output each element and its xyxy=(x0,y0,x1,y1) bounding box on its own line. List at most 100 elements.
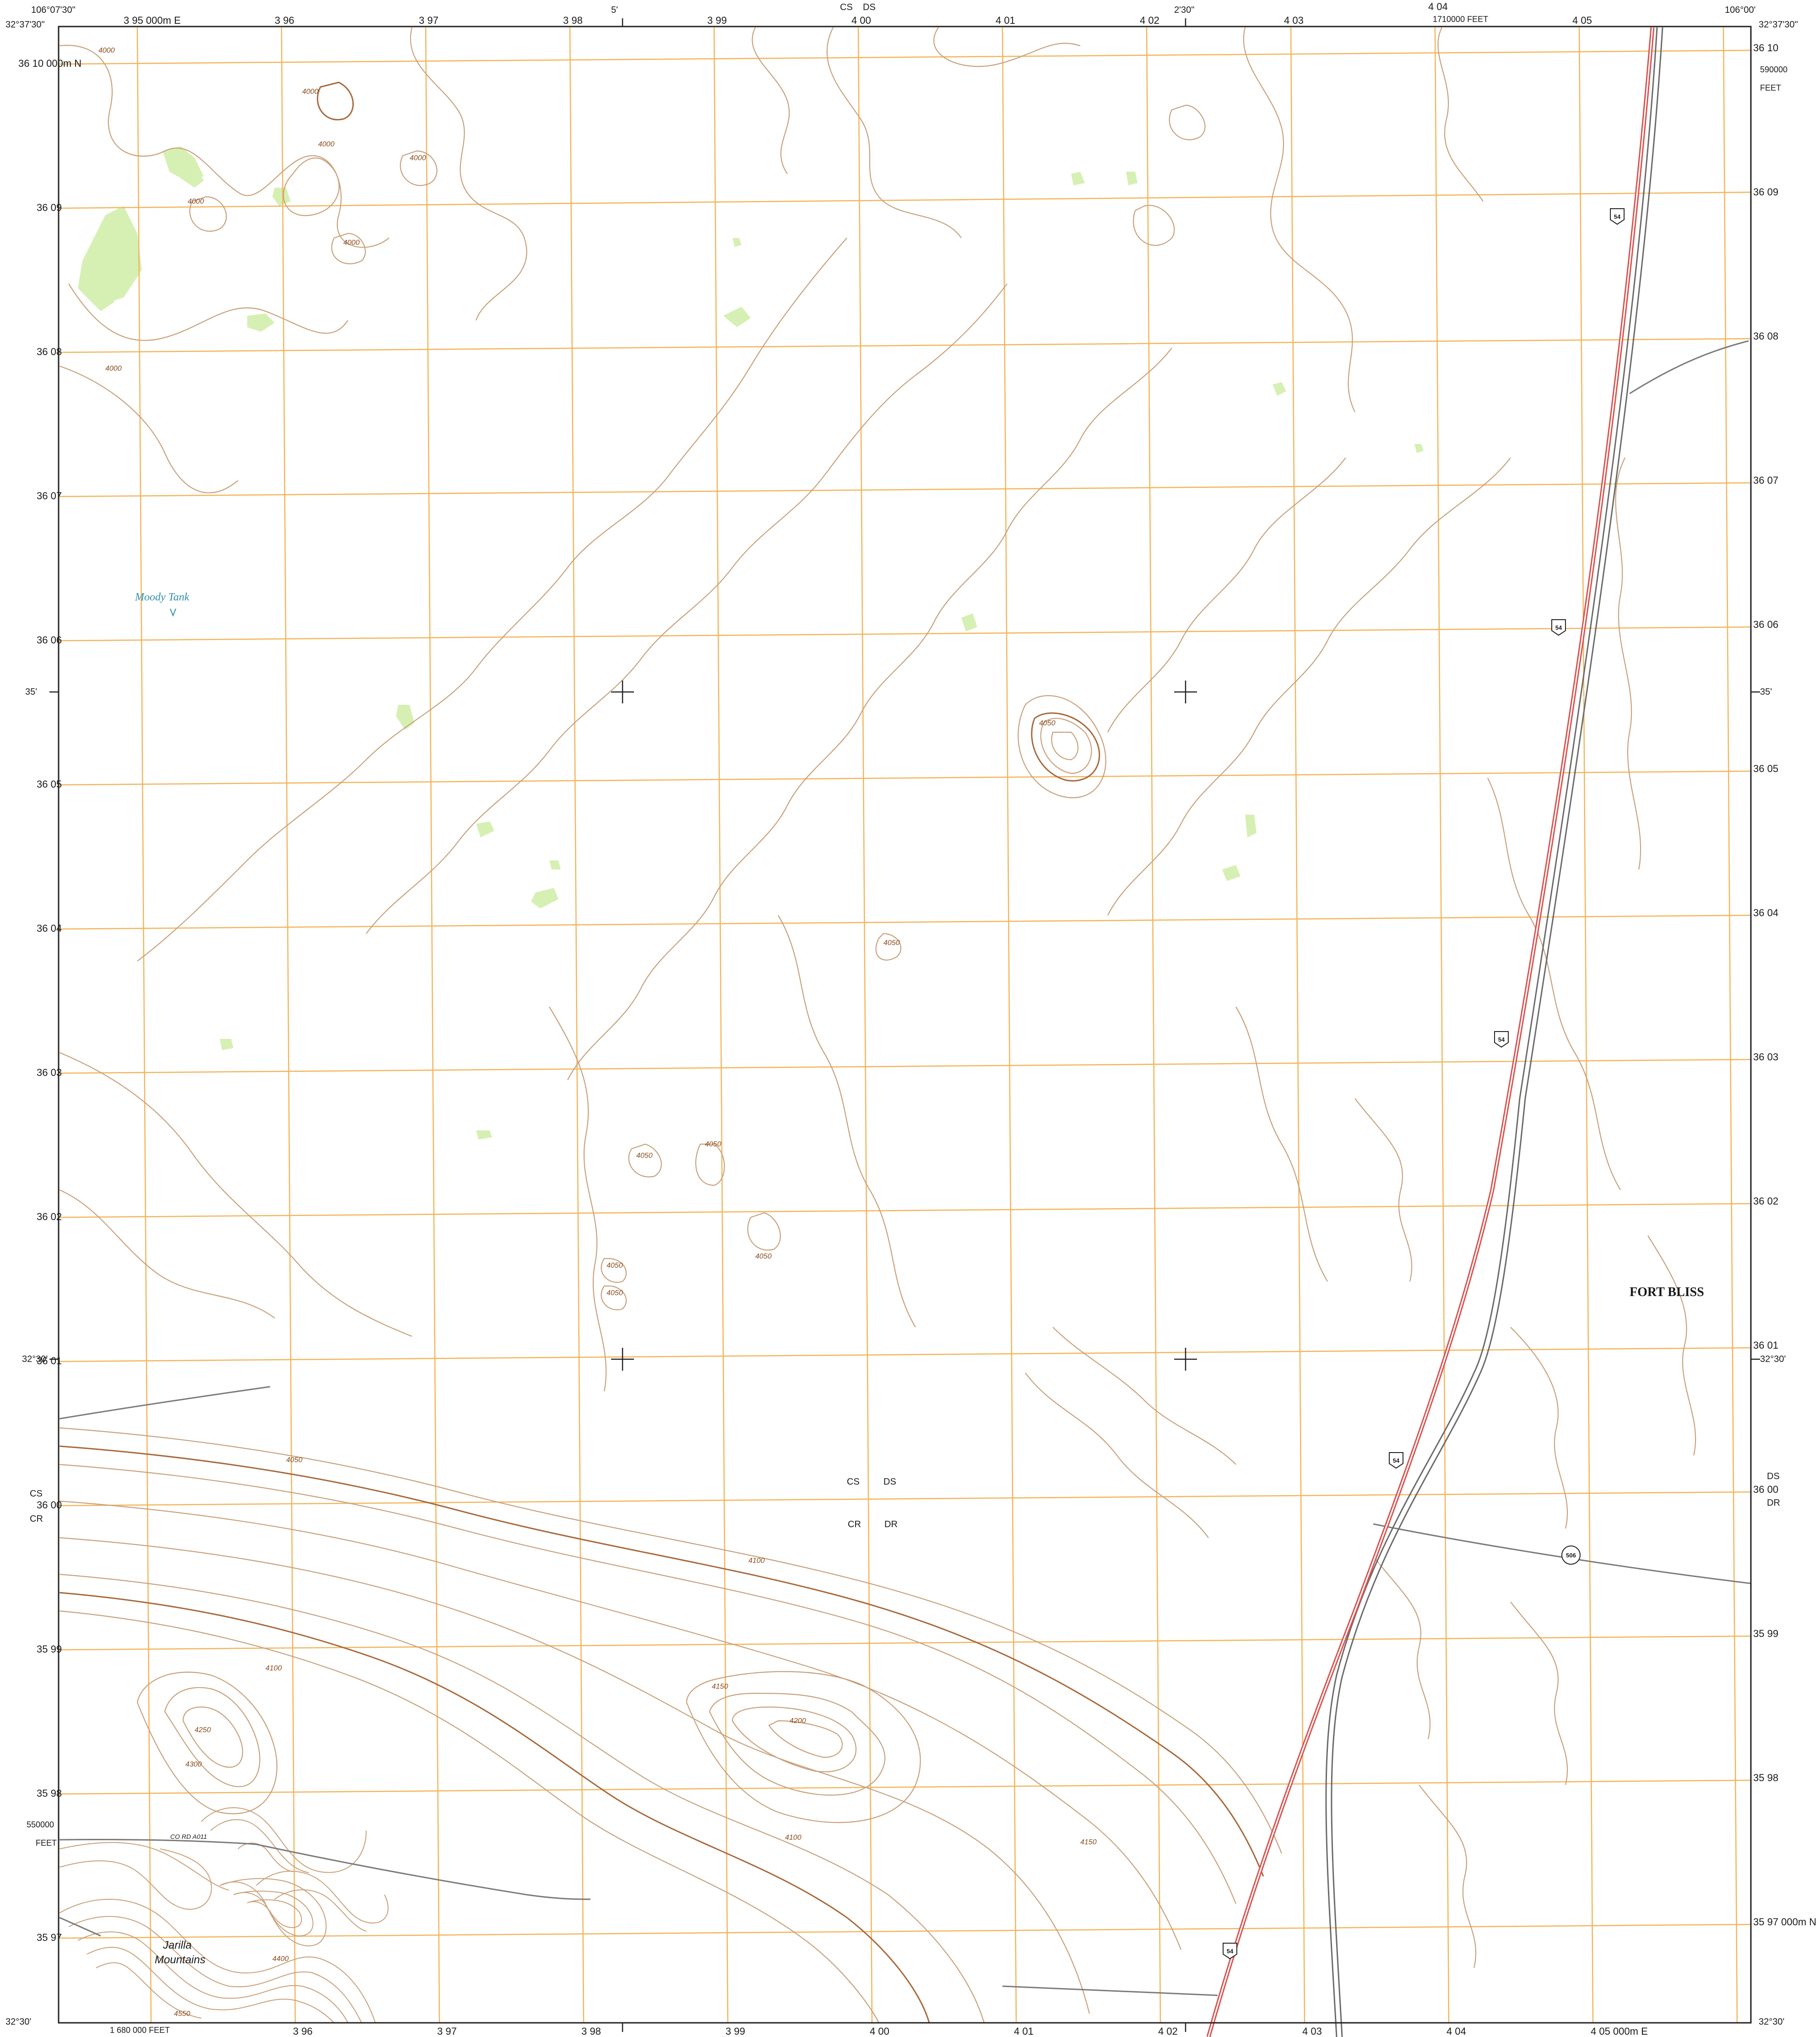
right-feet-word: FEET xyxy=(1760,83,1781,92)
top-cs: CS xyxy=(840,2,853,12)
shield-54-d: 54 xyxy=(1389,1452,1403,1469)
contour-label: 4050 xyxy=(883,939,900,947)
contour-label: 4050 xyxy=(636,1152,653,1160)
northing-left-label: 35 98 xyxy=(37,1788,62,1799)
easting-bottom-label: 3 96 xyxy=(293,2026,313,2037)
northing-right-label: 35 97 000m N xyxy=(1753,1916,1816,1928)
northing-left-label: 36 05 xyxy=(37,778,62,790)
easting-top-label: 4 00 xyxy=(851,15,871,26)
top-ds: DS xyxy=(863,2,876,12)
northing-left-label: 36 07 xyxy=(37,490,62,502)
highway-54 xyxy=(1206,27,1655,2037)
top-right-lon: 106°00' xyxy=(1725,5,1755,15)
bottom-feet: 1 680 000 FEET xyxy=(110,2026,170,2035)
easting-bottom-label: 4 04 xyxy=(1446,2026,1466,2037)
neatline xyxy=(58,26,1752,2024)
easting-top: 3 95 000m E 3 96 3 97 3 98 3 99 4 00 4 0… xyxy=(124,1,1592,26)
contour-label: 4300 xyxy=(185,1761,202,1768)
contour-label: 4100 xyxy=(748,1557,765,1565)
easting-top-label: 3 99 xyxy=(707,15,727,26)
left-cs: CS xyxy=(30,1489,43,1499)
northing-right-label: 36 01 xyxy=(1753,1340,1778,1351)
easting-bottom-label: 4 01 xyxy=(1014,2026,1034,2037)
contour-label: 4150 xyxy=(712,1683,728,1691)
contour-label: 4000 xyxy=(318,140,335,148)
contour-label: 4200 xyxy=(790,1717,806,1725)
northing-left-label: 35 99 xyxy=(37,1643,62,1655)
top-left-lon: 106°07'30" xyxy=(31,5,76,15)
easting-top-label: 4 02 xyxy=(1140,15,1159,26)
moody-tank-label: Moody Tank xyxy=(135,591,190,603)
northing-right-label: 35 99 xyxy=(1753,1628,1778,1639)
northing-right-label: 36 05 xyxy=(1753,763,1778,774)
mountains-label: Mountains xyxy=(155,1954,206,1966)
northing-right-label: 36 03 xyxy=(1753,1051,1778,1063)
shield-54-label-a: 54 xyxy=(1614,213,1621,220)
contour-label: 4050 xyxy=(607,1262,623,1270)
right-32-30: 32°30' xyxy=(1760,1354,1786,1364)
northing-left-label: 36 09 xyxy=(37,202,62,213)
top-left-lat: 32°37'30" xyxy=(5,20,45,30)
county-roads xyxy=(59,340,1751,1996)
bottom-right-lat: 32°30' xyxy=(1759,2017,1784,2027)
right-feet-number: 590000 xyxy=(1760,65,1788,74)
northing-right-label: 35 98 xyxy=(1753,1772,1778,1783)
northing-left-label: 36 03 xyxy=(37,1067,62,1078)
fort-bliss-label: FORT BLISS xyxy=(1630,1285,1704,1299)
easting-top-label: 4 01 xyxy=(996,15,1015,26)
tick-crosses xyxy=(611,681,1197,1371)
easting-top-label: 3 96 xyxy=(275,15,294,26)
northing-left-label: 36 01 xyxy=(37,1355,62,1367)
corner-labels: 106°07'30" 32°37'30" 106°00' 32°37'30" 3… xyxy=(5,5,1798,2027)
zone-cr-label: CR xyxy=(848,1519,861,1529)
easting-bottom-label: 4 03 xyxy=(1302,2026,1322,2037)
contour-label: 4050 xyxy=(607,1289,623,1297)
top-feet: 1710000 FEET xyxy=(1433,15,1488,24)
contour-label: 4400 xyxy=(272,1955,289,1963)
easting-bottom-label: 4 00 xyxy=(870,2026,889,2037)
top-2-30-minute: 2'30" xyxy=(1174,5,1194,15)
contour-labels: 4000 4000 4000 4000 4000 4000 4000 4050 … xyxy=(98,47,1097,2018)
right-dr: DR xyxy=(1767,1498,1780,1508)
shield-54-e: 54 xyxy=(1223,1943,1237,1960)
bottom-left-lat: 32°30' xyxy=(5,2017,31,2027)
shield-506-label: 506 xyxy=(1566,1552,1576,1559)
shield-54-label-e: 54 xyxy=(1227,1948,1234,1955)
top-collar: 5' 2'30" CS DS 1710000 FEET xyxy=(611,2,1488,24)
contour-label: 4050 xyxy=(755,1253,772,1260)
northing-left-label: 36 08 xyxy=(37,346,62,357)
contour-label: 4000 xyxy=(98,47,115,54)
zone-cs-label: CS xyxy=(847,1477,860,1487)
northing-right-label: 36 07 xyxy=(1753,475,1778,486)
shield-54-b: 54 xyxy=(1551,619,1566,636)
easting-top-label: 4 04 xyxy=(1428,1,1448,12)
right-35-minute: 35' xyxy=(1760,687,1772,697)
bottom-collar: 1 680 000 FEET 3 96 3 97 3 98 3 99 4 00 … xyxy=(110,2026,1648,2037)
jarilla-label: Jarilla xyxy=(162,1939,192,1951)
northing-left-label: 36 00 xyxy=(37,1499,62,1511)
shield-506: 506 xyxy=(1561,1545,1581,1565)
right-collar: 590000 FEET 35' 32°30' DS DR xyxy=(1760,65,1788,1508)
northing-right-label: 36 00 xyxy=(1753,1484,1778,1495)
water-symbol xyxy=(170,608,176,617)
feature-labels: Moody Tank FORT BLISS Jarilla Mountains … xyxy=(135,591,1704,1966)
contour-label: 4150 xyxy=(1080,1838,1097,1846)
northing-right-label: 36 06 xyxy=(1753,619,1778,630)
northing-right: 36 10 36 09 36 08 36 07 36 06 36 05 36 0… xyxy=(1753,42,1816,1928)
shield-54-a: 54 xyxy=(1610,208,1625,225)
left-32-30: 32°30' xyxy=(22,1354,48,1364)
contour-label: 4000 xyxy=(343,239,360,247)
northing-left-label: 36 02 xyxy=(37,1211,62,1222)
northing-left-label: 36 10 000m N xyxy=(18,58,81,69)
slope-contours xyxy=(59,1427,1283,2023)
index-contours xyxy=(59,81,1264,2023)
northing-right-label: 36 10 xyxy=(1753,42,1778,54)
northing-right-label: 36 08 xyxy=(1753,330,1778,342)
northing-left: 36 10 000m N 36 09 36 08 36 07 36 06 36 … xyxy=(18,58,81,1943)
contour-label: 4550 xyxy=(174,2010,190,2018)
easting-top-label: 3 98 xyxy=(563,15,583,26)
county-road-label: CO RD A011 xyxy=(170,1833,207,1840)
northing-left-label: 36 04 xyxy=(37,923,62,934)
easting-top-label: 4 05 xyxy=(1572,15,1592,26)
contour-label: 4100 xyxy=(785,1834,802,1842)
